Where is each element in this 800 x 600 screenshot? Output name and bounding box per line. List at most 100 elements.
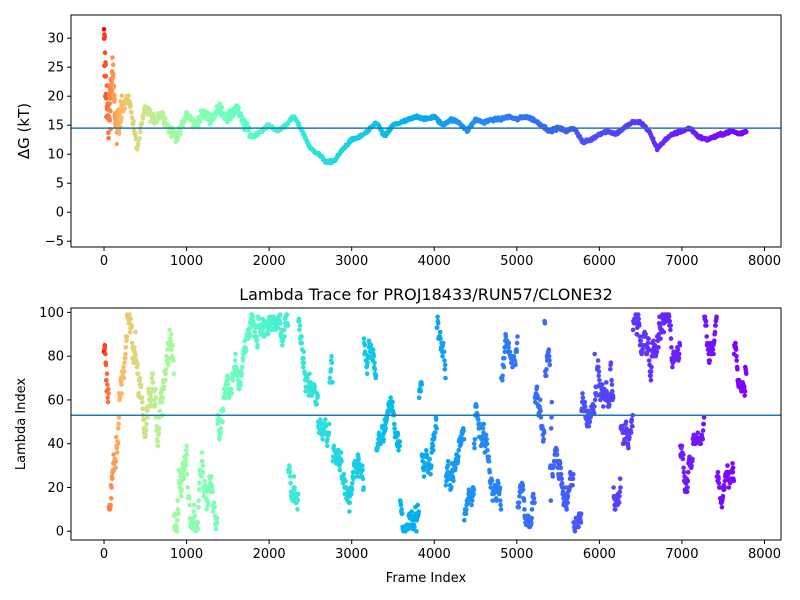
lambda-point [668, 327, 673, 333]
lambda-point [711, 351, 716, 357]
lambda-point [666, 314, 672, 320]
lambda-point [628, 430, 634, 436]
lambda-point [542, 321, 548, 326]
lambda-point [250, 314, 255, 320]
lambda-y-ticks: 0 20 40 60 80 100 [39, 306, 71, 540]
lambda-point [301, 349, 307, 355]
lambda-point [271, 314, 277, 320]
lambda-point [371, 353, 377, 359]
lambda-point [626, 445, 631, 451]
lambda-x-tick-label: 8000 [748, 547, 781, 562]
lambda-point [428, 472, 433, 477]
lambda-point [607, 402, 612, 407]
lambda-point [329, 353, 334, 359]
lambda-point [668, 336, 674, 341]
lambda-point [229, 391, 235, 396]
lambda-point [232, 358, 238, 363]
lambda-point [576, 524, 581, 530]
lambda-point [122, 360, 127, 366]
delta-g-point [129, 115, 135, 120]
lambda-point [433, 417, 439, 422]
lambda-point [445, 458, 451, 464]
lambda-point [514, 340, 520, 346]
lambda-point [409, 513, 414, 519]
lambda-point [645, 340, 651, 346]
lambda-point [442, 362, 448, 368]
lambda-point [384, 415, 390, 420]
lambda-point [547, 362, 553, 368]
delta-g-x-tick-label: 6000 [583, 254, 616, 269]
lambda-point [435, 314, 440, 320]
lambda-point [288, 474, 293, 479]
lambda-point [197, 480, 202, 486]
lambda-point [548, 498, 554, 503]
lambda-point [578, 520, 584, 525]
lambda-point [268, 327, 274, 333]
lambda-point [222, 391, 228, 396]
delta-g-point [104, 96, 109, 101]
delta-g-y-tick-label: 20 [47, 90, 64, 105]
lambda-point [168, 338, 173, 344]
lambda-point [295, 498, 301, 503]
lambda-point [483, 432, 489, 438]
delta-g-point [119, 115, 124, 120]
lambda-point [179, 487, 184, 493]
lambda-point [713, 323, 718, 328]
lambda-point [314, 402, 320, 407]
lambda-point [325, 437, 330, 442]
lambda-point [288, 480, 293, 486]
delta-g-point [126, 93, 131, 98]
lambda-point [153, 415, 159, 420]
lambda-point [520, 483, 526, 488]
lambda-point [300, 364, 306, 370]
lambda-point [171, 371, 176, 377]
lambda-point [124, 334, 130, 339]
lambda-point [350, 480, 355, 486]
lambda-point [656, 345, 661, 350]
lambda-point [609, 382, 615, 387]
lambda-point [280, 342, 285, 348]
lambda-point [416, 509, 422, 514]
lambda-point [486, 458, 492, 464]
lambda-x-tick-label: 0 [100, 547, 108, 562]
delta-g-point [108, 96, 113, 101]
lambda-point [434, 325, 440, 331]
lambda-point [486, 454, 492, 460]
lambda-point [196, 498, 202, 503]
lambda-y-tick-label: 0 [56, 525, 64, 540]
lambda-point [360, 463, 365, 468]
delta-g-point [119, 93, 125, 99]
lambda-point [331, 443, 337, 449]
lambda-point [297, 327, 302, 333]
lambda-point [443, 375, 448, 381]
lambda-point [453, 465, 458, 471]
lambda-point [160, 395, 166, 401]
lambda-point [646, 336, 651, 341]
lambda-point [700, 437, 705, 442]
lambda-point [592, 404, 597, 409]
delta-g-point [175, 136, 181, 141]
lambda-point [137, 375, 142, 381]
lambda-y-tick-label: 40 [47, 437, 64, 452]
lambda-point [287, 465, 292, 471]
delta-g-y-tick-label: 5 [56, 177, 64, 192]
lambda-point [661, 329, 667, 335]
lambda-point [372, 360, 377, 366]
delta-g-axes-frame [70, 14, 782, 248]
lambda-point [565, 500, 570, 506]
lambda-point [742, 388, 748, 394]
delta-g-point [129, 110, 134, 115]
lambda-point [571, 472, 576, 477]
lambda-point [167, 327, 172, 333]
lambda-point [559, 476, 564, 482]
lambda-point [320, 437, 325, 442]
lambda-point [138, 382, 144, 387]
delta-g-point [131, 119, 136, 124]
lambda-point [601, 404, 606, 409]
lambda-point [292, 485, 297, 490]
lambda-point [456, 454, 461, 460]
lambda-point [155, 443, 161, 449]
delta-g-point [138, 130, 143, 135]
lambda-point [220, 419, 225, 425]
lambda-point [455, 458, 461, 464]
